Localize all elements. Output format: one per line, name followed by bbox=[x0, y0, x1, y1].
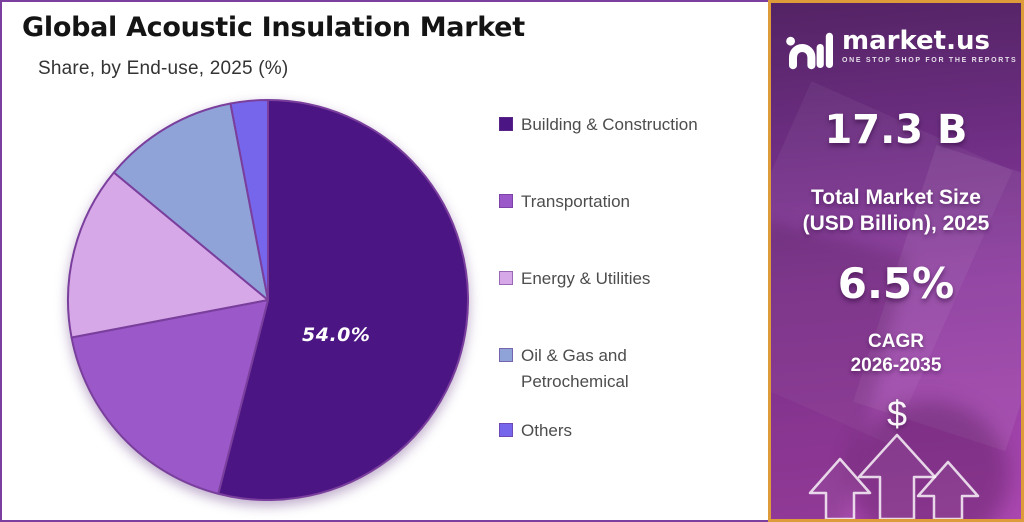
stat-market-size-value: 17.3 B bbox=[824, 107, 968, 153]
chart-panel: Global Acoustic Insulation Market Share,… bbox=[0, 0, 770, 522]
stat-cagr-label-line1: CAGR bbox=[868, 331, 924, 352]
stat-market-size-label: Total Market Size (USD Billion), 2025 bbox=[771, 185, 1021, 237]
stat-market-size-label-line1: Total Market Size bbox=[811, 186, 981, 209]
dollar-icon: $ bbox=[886, 393, 908, 434]
legend-label: Others bbox=[521, 421, 573, 440]
brand-text: market.us ONE STOP SHOP FOR THE REPORTS bbox=[842, 27, 1017, 64]
pie-slice-0 bbox=[217, 99, 469, 501]
chart-subtitle: Share, by End-use, 2025 (%) bbox=[38, 58, 289, 79]
legend-swatch-icon bbox=[499, 194, 513, 208]
legend-item: Energy & Utilities bbox=[499, 266, 744, 292]
marketus-logo-icon bbox=[786, 32, 833, 70]
legend: Building & Construction Transportation Ene… bbox=[499, 112, 744, 495]
legend-swatch-icon bbox=[499, 348, 513, 362]
stat-cagr-label-line2: 2026-2035 bbox=[850, 355, 942, 376]
brand-name: market.us bbox=[842, 26, 990, 56]
legend-swatch-icon bbox=[499, 423, 513, 437]
brand-sidebar: market.us ONE STOP SHOP FOR THE REPORTS … bbox=[768, 0, 1024, 522]
legend-label: Building & Construction bbox=[521, 115, 698, 134]
page-title: Global Acoustic Insulation Market bbox=[22, 12, 525, 43]
legend-item: Building & Construction bbox=[499, 112, 744, 138]
legend-item: Transportation bbox=[499, 189, 744, 215]
growth-arrows-icon bbox=[808, 433, 980, 519]
pie-slice-label: 54.0% bbox=[302, 324, 371, 346]
pie-chart bbox=[67, 99, 469, 501]
legend-label: Energy & Utilities bbox=[521, 269, 651, 288]
pie-slice-2 bbox=[67, 171, 269, 339]
legend-item: Oil & Gas and Petrochemical bbox=[499, 343, 744, 395]
stat-cagr-label: CAGR 2026-2035 bbox=[771, 330, 1021, 378]
legend-label: Oil & Gas and Petrochemical bbox=[521, 346, 629, 391]
stat-cagr-value: 6.5% bbox=[837, 259, 955, 308]
pie-slice-4 bbox=[229, 99, 269, 301]
pie-slice-1 bbox=[70, 299, 269, 495]
brand-logo: market.us ONE STOP SHOP FOR THE REPORTS bbox=[785, 27, 1016, 71]
legend-item: Others bbox=[499, 418, 744, 444]
legend-label: Transportation bbox=[521, 192, 630, 211]
stat-market-size-label-line2: (USD Billion), 2025 bbox=[802, 212, 990, 235]
pie-slice-3 bbox=[112, 102, 269, 301]
legend-swatch-icon bbox=[499, 117, 513, 131]
brand-tagline: ONE STOP SHOP FOR THE REPORTS bbox=[842, 57, 1018, 64]
legend-swatch-icon bbox=[499, 271, 513, 285]
